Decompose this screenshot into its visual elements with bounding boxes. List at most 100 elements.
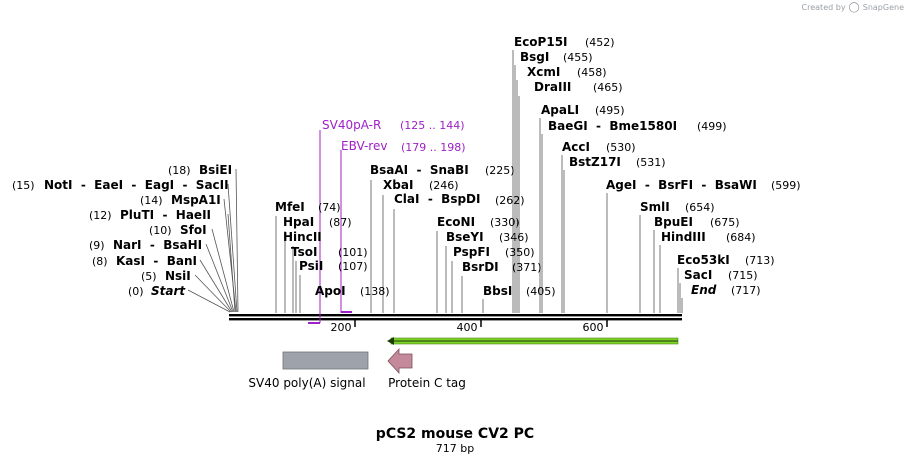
enzyme-label[interactable]: SmlI: [640, 200, 670, 214]
enzyme-label[interactable]: BpuEI: [654, 215, 693, 229]
tick-label: 600: [583, 321, 604, 334]
leader-line: [223, 198, 237, 313]
enzyme-label[interactable]: AgeI - BsrFI - BsaWI: [606, 178, 757, 192]
enzyme-label[interactable]: DraIII: [534, 80, 571, 94]
enzyme-label[interactable]: NotI - EaeI - EagI - SacII: [44, 178, 229, 192]
enzyme-position: (350): [505, 246, 535, 259]
primer-position: (179 .. 198): [401, 141, 466, 154]
enzyme-position: (12): [89, 209, 112, 222]
enzyme-position: (715): [728, 269, 758, 282]
primer-label-sv40pa-r[interactable]: SV40pA-R: [322, 118, 381, 132]
enzyme-label[interactable]: HpaI: [283, 215, 314, 229]
dna-backbone: [229, 314, 682, 321]
enzyme-position: (713): [745, 254, 775, 267]
enzyme-label[interactable]: Eco53kI: [677, 253, 730, 267]
enzyme-position: (8): [92, 255, 108, 268]
credit-brand: SnapGene: [862, 3, 904, 12]
enzyme-position: (346): [499, 231, 529, 244]
feature-label-sv40: SV40 poly(A) signal: [248, 376, 365, 390]
enzyme-label[interactable]: MfeI: [275, 200, 305, 214]
feature-track: SV40 poly(A) signal Protein C tag: [248, 337, 679, 390]
enzyme-position: (18): [168, 164, 191, 177]
enzyme-label[interactable]: NsiI: [165, 269, 191, 283]
enzyme-position: (87): [329, 216, 352, 229]
primer-label-ebv-rev[interactable]: EBV-rev: [341, 139, 387, 153]
enzyme-position: (9): [89, 239, 105, 252]
enzyme-label[interactable]: BsiEI: [199, 163, 232, 177]
enzyme-position: (14): [140, 194, 163, 207]
enzyme-position: (405): [526, 285, 556, 298]
enzyme-label[interactable]: AccI: [562, 140, 590, 154]
enzyme-label[interactable]: BbsI: [483, 284, 512, 298]
enzyme-label[interactable]: TsoI: [291, 245, 317, 259]
enzymes-left: (0) Start (5) NsiI (8) KasI - BanI (9) N…: [12, 163, 232, 298]
enzyme-label[interactable]: HincII: [283, 230, 322, 244]
enzyme-position: (15): [12, 179, 35, 192]
enzyme-position: (684): [726, 231, 756, 244]
enzyme-label[interactable]: NarI - BsaHI: [113, 238, 202, 252]
enzyme-label[interactable]: SacI: [684, 268, 712, 282]
snapgene-credit: Created by ◯ SnapGene: [802, 2, 904, 13]
enzyme-position: (0): [128, 285, 144, 298]
enzyme-label[interactable]: ApoI: [315, 284, 346, 298]
enzyme-label[interactable]: BsgI: [520, 50, 549, 64]
enzymes-right-center: BbsI (405) BsrDI (371) PspFI (350) BseYI…: [370, 163, 556, 298]
enzyme-position: (5): [141, 270, 157, 283]
enzyme-position: (455): [563, 51, 593, 64]
enzyme-label[interactable]: BaeGI - Bme1580I: [548, 119, 677, 133]
cv2-orf-feature[interactable]: [387, 337, 679, 345]
enzyme-label[interactable]: ClaI - BspDI: [394, 192, 480, 206]
enzyme-label-end[interactable]: End: [691, 283, 717, 297]
snapgene-logo-icon: ◯: [848, 2, 860, 13]
enzyme-label[interactable]: EcoP15I: [514, 35, 568, 49]
enzyme-label[interactable]: XcmI: [527, 65, 560, 79]
protein-c-tag-feature[interactable]: [387, 347, 413, 375]
enzyme-label[interactable]: SfoI: [180, 223, 207, 237]
enzyme-label[interactable]: BsaAI - SnaBI: [370, 163, 469, 177]
scale-ticks: 200 400 600: [331, 320, 608, 334]
leader-line: [235, 168, 239, 313]
enzyme-label[interactable]: HindIII: [661, 230, 706, 244]
enzyme-label[interactable]: KasI - BanI: [116, 254, 197, 268]
enzyme-label[interactable]: MspA1I: [171, 193, 221, 207]
enzyme-label[interactable]: BseYI: [446, 230, 484, 244]
leader-line: [211, 228, 235, 313]
primer-position: (125 .. 144): [400, 119, 465, 132]
primer-labels: SV40pA-R (125 .. 144) EBV-rev (179 .. 19…: [322, 118, 466, 154]
enzyme-label[interactable]: XbaI: [383, 178, 413, 192]
enzyme-label[interactable]: BsrDI: [462, 260, 499, 274]
map-length: 717 bp: [436, 442, 474, 455]
credit-prefix: Created by: [801, 3, 846, 12]
sv40-polya-feature[interactable]: [282, 351, 369, 370]
enzymes-top: EcoP15I (452) BsgI (455) XcmI (458) DraI…: [514, 35, 801, 297]
enzyme-label[interactable]: BstZ17I: [569, 155, 621, 169]
enzyme-position: (458): [577, 66, 607, 79]
enzyme-label[interactable]: PsiI: [299, 259, 323, 273]
enzyme-position: (330): [490, 216, 520, 229]
leader-line: [199, 259, 233, 313]
enzyme-position: (465): [593, 81, 623, 94]
leader-line: [194, 274, 232, 313]
enzyme-position: (107): [338, 260, 368, 273]
primer-markers: [308, 130, 352, 324]
enzyme-position: (74): [318, 201, 341, 214]
enzyme-label[interactable]: EcoNI: [437, 215, 475, 229]
enzyme-position: (495): [595, 104, 625, 117]
tick-label: 400: [457, 321, 478, 334]
leader-line: [227, 183, 238, 313]
enzyme-label[interactable]: PspFI: [453, 245, 490, 259]
enzyme-label-start[interactable]: Start: [151, 284, 186, 298]
enzyme-label[interactable]: PluTI - HaeII: [120, 208, 211, 222]
enzyme-position: (101): [338, 246, 368, 259]
enzyme-position: (452): [585, 36, 615, 49]
enzyme-position: (262): [495, 194, 525, 207]
enzyme-position: (499): [697, 120, 727, 133]
enzyme-position: (530): [606, 141, 636, 154]
feature-label-protein-c: Protein C tag: [388, 376, 466, 390]
enzyme-position: (225): [485, 164, 515, 177]
enzyme-label[interactable]: ApaLI: [541, 103, 579, 117]
enzymes-middle: ApoI (138) PsiI (107) TsoI (101) HincII …: [275, 200, 390, 298]
leader-line: [205, 243, 234, 313]
enzyme-position: (371): [512, 261, 542, 274]
